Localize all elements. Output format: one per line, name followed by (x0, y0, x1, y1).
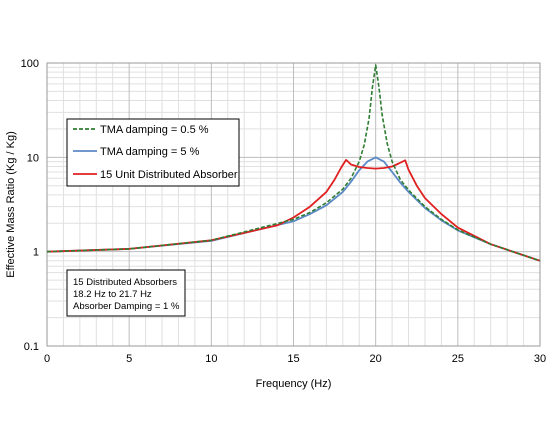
annotation-line-2: 18.2 Hz to 21.7 Hz (73, 289, 152, 300)
x-tick-label: 20 (370, 353, 382, 365)
x-tick-label: 0 (44, 353, 50, 365)
series-line-0 (46, 64, 541, 262)
y-tick-label: 100 (21, 58, 39, 70)
x-tick-label: 15 (287, 353, 299, 365)
legend: TMA damping = 0.5 % TMA damping = 5 % 15… (66, 118, 240, 187)
series-line-2 (46, 159, 541, 262)
x-tick-label: 30 (534, 353, 546, 365)
x-tick-label: 25 (452, 353, 464, 365)
y-tick-label: 10 (27, 152, 39, 164)
legend-label-distributed: 15 Unit Distributed Absorber (100, 169, 238, 181)
x-tick-label: 10 (205, 353, 217, 365)
y-tick-label: 0.1 (24, 341, 39, 353)
x-axis-title: Frequency (Hz) (256, 378, 332, 390)
x-axis-tick-labels: 0 5 10 15 20 25 30 (44, 353, 546, 365)
annotation-frame (66, 269, 186, 317)
y-axis-tick-labels: 0.1 1 10 100 (21, 58, 39, 353)
x-tick-label: 5 (126, 353, 132, 365)
legend-label-tma-5: TMA damping = 5 % (100, 146, 200, 158)
annotation-line-1: 15 Distributed Absorbers (73, 277, 177, 288)
annotation-line-3: Absorber Damping = 1 % (73, 301, 180, 312)
plot-area-frame (46, 62, 541, 347)
legend-label-tma-0-5: TMA damping = 0.5 % (100, 124, 209, 136)
annotation-box: 15 Distributed Absorbers 18.2 Hz to 21.7… (66, 269, 186, 317)
y-axis-title: Effective Mass Ratio (Kg / Kg) (5, 131, 17, 278)
series-line-1 (46, 156, 541, 262)
series-layer (46, 64, 541, 262)
y-tick-label: 1 (33, 247, 39, 259)
